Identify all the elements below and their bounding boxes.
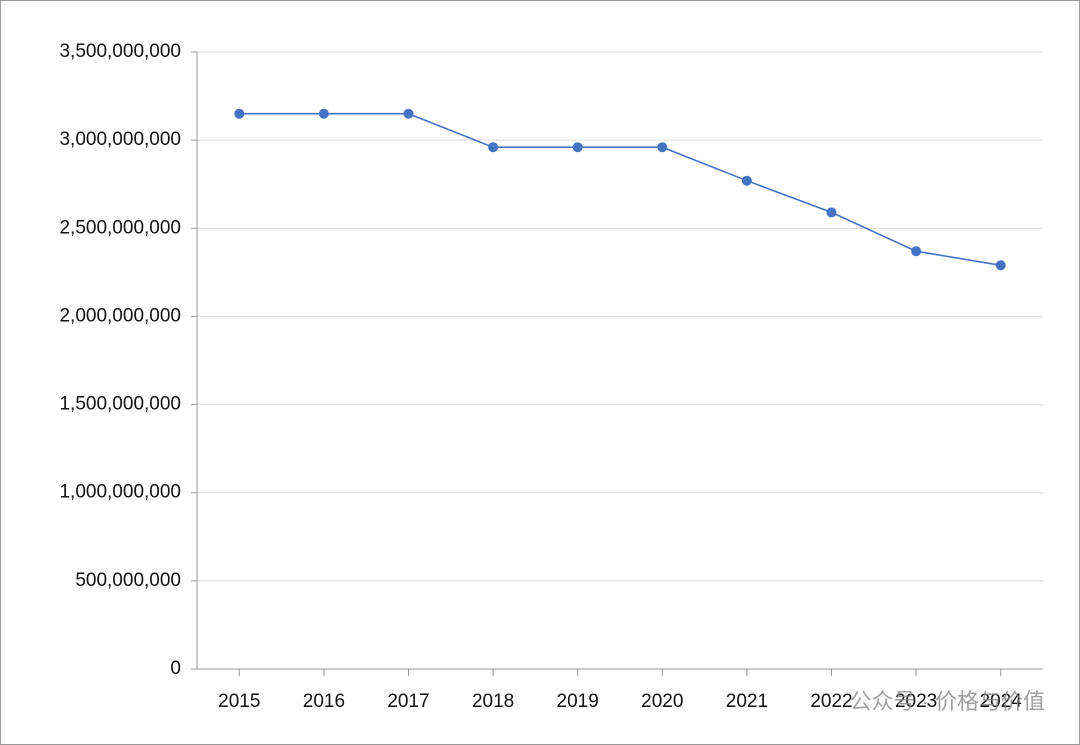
point [995, 260, 1006, 271]
point [911, 246, 922, 257]
x-tick-label: 2020 [641, 691, 683, 712]
watermark: 公众号 · 价格与价值 [849, 689, 1045, 714]
y-tick-label: 1,000,000,000 [59, 482, 181, 503]
point [488, 142, 499, 153]
y-tick-label: 0 [170, 658, 181, 679]
x-tick-label: 2015 [218, 691, 260, 712]
x-tick-label: 2016 [303, 691, 345, 712]
x-tick-label: 2017 [387, 691, 429, 712]
x-tick-label: 2018 [472, 691, 514, 712]
y-tick-label: 2,500,000,000 [59, 217, 181, 238]
point [741, 175, 752, 186]
y-tick-label: 3,500,000,000 [59, 41, 181, 62]
x-tick-label: 2023 [895, 691, 937, 712]
point [572, 142, 583, 153]
point [826, 207, 837, 218]
y-tick-label: 3,000,000,000 [59, 129, 181, 150]
y-tick-label: 500,000,000 [75, 570, 181, 591]
x-tick-label: 2022 [810, 691, 852, 712]
line [239, 112, 1001, 267]
point [234, 108, 245, 119]
y-tick-label: 1,500,000,000 [59, 394, 181, 415]
point [657, 142, 668, 153]
x-tick-label: 2021 [726, 691, 768, 712]
x-tick-label: 2024 [980, 691, 1023, 712]
point [318, 108, 329, 119]
x-tick-label: 2019 [557, 691, 599, 712]
y-tick-label: 2,000,000,000 [59, 305, 181, 326]
point [403, 108, 414, 119]
